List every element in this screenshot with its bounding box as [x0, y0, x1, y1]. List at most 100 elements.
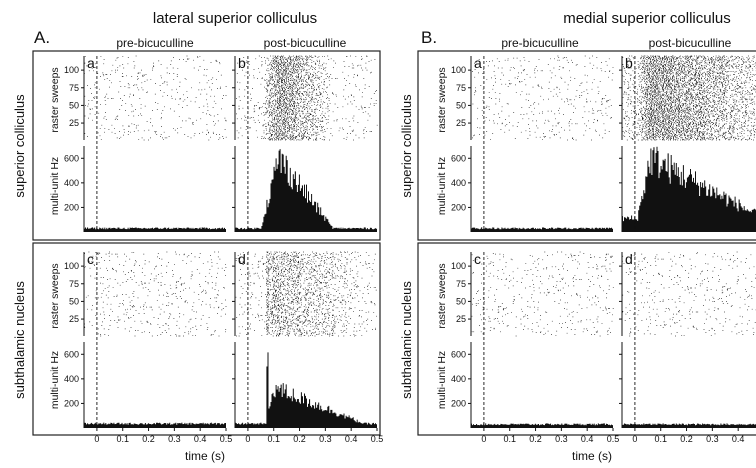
panel-a-b: b — [232, 55, 378, 232]
x-tick-label: 0.1 — [116, 434, 129, 444]
psth-y-tick-label: 400 — [451, 374, 466, 384]
x-tick-label: 0.1 — [267, 434, 280, 444]
panel-letter: c — [474, 251, 481, 267]
section-b-title: medial superior colliculus — [563, 10, 731, 27]
panel-a-c: c 25 50 75 100 200 400 600 0 0.1 0.2 0.3 0.4 0.5 — [64, 251, 232, 444]
x-tick-label: 0.4 — [732, 434, 745, 444]
raster-y-tick-label: 25 — [69, 118, 79, 128]
x-tick-label: 0.2 — [529, 434, 542, 444]
x-tick-label: 0.5 — [607, 434, 620, 444]
x-tick-label: 0.3 — [706, 434, 719, 444]
group-frame-b-superior-colliculus — [417, 50, 756, 241]
x-tick-label: 0.3 — [168, 434, 181, 444]
panel-a-a: a 25 50 75 100 200 400 600 — [64, 55, 227, 232]
raster-spikes — [235, 251, 377, 337]
raster-y-tick-label: 50 — [456, 100, 466, 110]
section-b-letter: B. — [421, 28, 437, 47]
row-label-b-subthalamic-nucleus: subthalamic nucleus — [399, 281, 414, 399]
psth-y-tick-label: 400 — [451, 178, 466, 188]
column-title-a-pre: pre-bicuculline — [116, 36, 194, 50]
x-tick-label: 0.4 — [581, 434, 594, 444]
x-tick-label: 0.3 — [319, 434, 332, 444]
raster-y-tick-label: 50 — [69, 296, 79, 306]
psth-histogram — [622, 146, 756, 232]
group-frame-a-superior-colliculus — [32, 50, 381, 241]
panel-letter: d — [625, 251, 633, 267]
psth-y-tick-label: 400 — [64, 374, 79, 384]
x-tick-label: 0.4 — [194, 434, 207, 444]
raster-y-tick-label: 50 — [456, 296, 466, 306]
x-tick-label: 0 — [481, 434, 486, 444]
raster-ylabel-a-sc: raster sweeps — [49, 67, 61, 132]
panel-b-b: b — [619, 55, 756, 232]
psth-y-tick-label: 600 — [451, 349, 466, 359]
panel-b-a: a 25 50 75 100 200 400 600 — [451, 55, 614, 232]
psth-histogram — [84, 422, 226, 428]
chart-marks: a 25 50 75 100 200 400 600 b c 25 50 75 100 200 400 600 0… — [64, 55, 756, 444]
x-tick-label: 0.4 — [345, 434, 358, 444]
panel-letter: b — [625, 55, 633, 71]
row-label-a-subthalamic-nucleus: subthalamic nucleus — [12, 281, 27, 399]
psth-y-tick-label: 600 — [64, 153, 79, 163]
raster-y-tick-label: 50 — [69, 100, 79, 110]
psth-histogram — [235, 352, 377, 428]
x-tick-label: 0 — [632, 434, 637, 444]
column-title-b-post: post-bicuculline — [649, 36, 732, 50]
panel-letter: b — [238, 55, 246, 71]
x-tick-label: 0.5 — [371, 434, 384, 444]
section-a-title: lateral superior colliculus — [153, 10, 317, 27]
psth-histogram — [235, 149, 377, 232]
raster-spikes — [472, 55, 614, 141]
psth-y-tick-label: 200 — [451, 398, 466, 408]
raster-y-tick-label: 100 — [451, 65, 466, 75]
raster-y-tick-label: 75 — [456, 279, 466, 289]
panel-a-d: d 0 0.1 0.2 0.3 0.4 0.5 — [232, 251, 383, 444]
panel-letter: d — [238, 251, 246, 267]
raster-y-tick-label: 100 — [451, 261, 466, 271]
psth-y-tick-label: 600 — [64, 349, 79, 359]
section-a-letter: A. — [34, 28, 50, 47]
raster-y-tick-label: 25 — [456, 118, 466, 128]
raster-spikes — [622, 251, 756, 337]
psth-y-tick-label: 200 — [451, 202, 466, 212]
psth-y-tick-label: 200 — [64, 398, 79, 408]
x-tick-label: 0.5 — [220, 434, 233, 444]
psth-ylabel-a-stn: multi-unit Hz — [49, 351, 61, 409]
x-tick-label: 0.2 — [680, 434, 693, 444]
raster-y-tick-label: 75 — [69, 279, 79, 289]
raster-spikes — [471, 251, 614, 337]
raster-y-tick-label: 75 — [69, 83, 79, 93]
group-frame-a-subthalamic-nucleus — [32, 242, 381, 436]
row-label-b-superior-colliculus: superior colliculus — [399, 94, 414, 198]
column-title-b-pre: pre-bicuculline — [501, 36, 579, 50]
column-title-a-post: post-bicuculline — [264, 36, 347, 50]
x-axis-title-b: time (s) — [572, 449, 612, 463]
panel-b-c: c 25 50 75 100 200 400 600 0 0.1 0.2 0.3 0.4 0.5 — [451, 251, 619, 444]
psth-ylabel-b-stn: multi-unit Hz — [436, 351, 448, 409]
raster-spikes — [84, 55, 227, 141]
x-tick-label: 0 — [245, 434, 250, 444]
panel-letter: c — [87, 251, 94, 267]
x-tick-label: 0.2 — [293, 434, 306, 444]
psth-histogram — [622, 423, 756, 428]
x-tick-label: 0.3 — [555, 434, 568, 444]
raster-y-tick-label: 100 — [64, 261, 79, 271]
raster-y-tick-label: 100 — [64, 65, 79, 75]
raster-y-tick-label: 75 — [456, 83, 466, 93]
psth-y-tick-label: 600 — [451, 153, 466, 163]
raster-spikes — [622, 55, 756, 141]
panel-b-d: d00.10.20.30.40.5 — [619, 251, 756, 444]
panel-letter: a — [87, 55, 95, 71]
psth-ylabel-a-sc: multi-unit Hz — [49, 157, 61, 215]
panel-letter: a — [474, 55, 482, 71]
psth-histogram — [84, 227, 226, 232]
psth-histogram — [471, 423, 613, 428]
raster-ylabel-b-stn: raster sweeps — [436, 263, 448, 328]
raster-y-tick-label: 25 — [456, 314, 466, 324]
row-label-a-superior-colliculus: superior colliculus — [12, 94, 27, 198]
raster-ylabel-b-sc: raster sweeps — [436, 67, 448, 132]
psth-y-tick-label: 200 — [64, 202, 79, 212]
x-tick-label: 0.2 — [142, 434, 155, 444]
psth-histogram — [471, 227, 613, 232]
